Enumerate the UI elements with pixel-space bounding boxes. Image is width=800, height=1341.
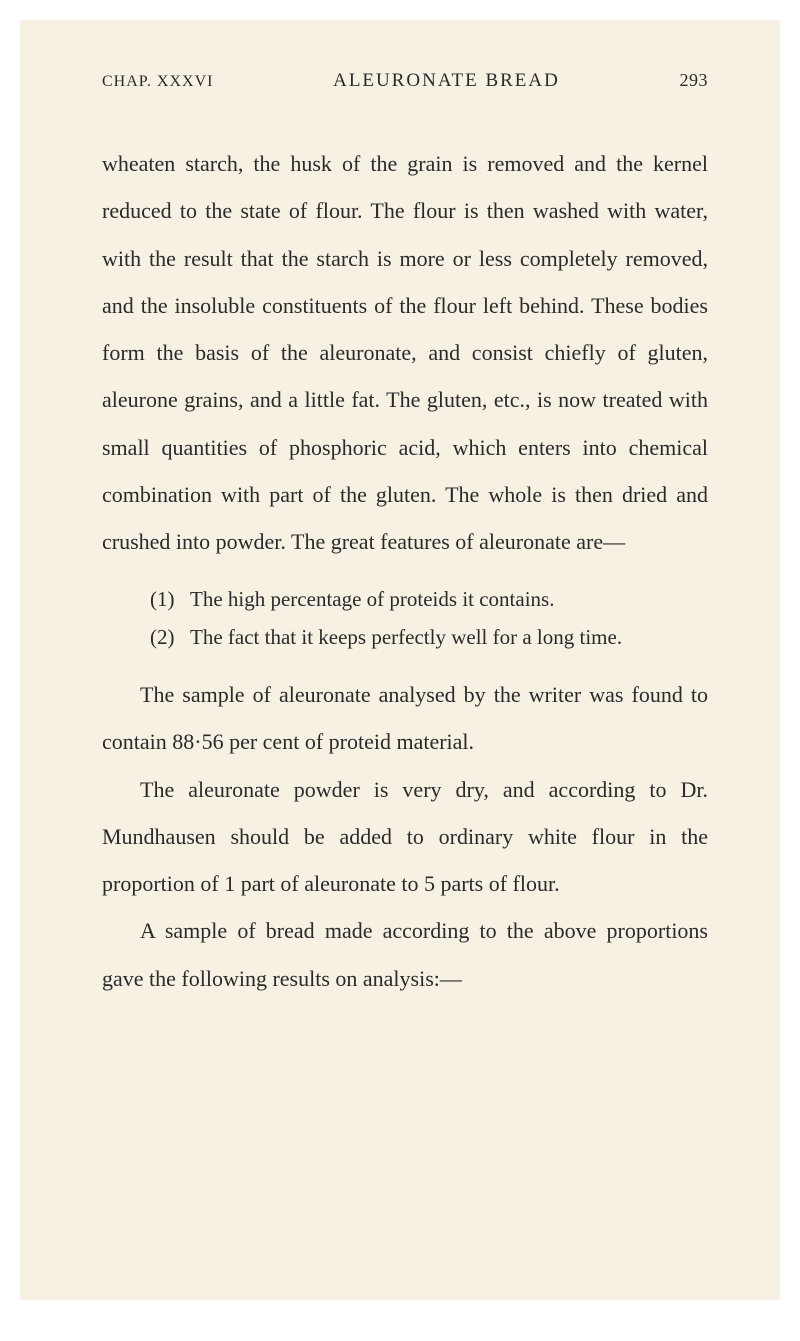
list-number: (1) xyxy=(150,582,190,617)
paragraph-3: The aleuronate powder is very dry, and a… xyxy=(102,766,708,908)
body-text: wheaten starch, the husk of the grain is… xyxy=(102,140,708,566)
book-page: CHAP. XXXVI ALEURONATE BREAD 293 wheaten… xyxy=(20,20,780,1300)
chapter-label: CHAP. XXXVI xyxy=(102,73,213,91)
list-item: (1) The high percentage of proteids it c… xyxy=(150,582,708,617)
list-number: (2) xyxy=(150,620,190,655)
paragraph-4: A sample of bread made according to the … xyxy=(102,907,708,1002)
list-text: The fact that it keeps perfectly well fo… xyxy=(190,620,708,655)
page-number: 293 xyxy=(679,70,708,91)
paragraph-1: wheaten starch, the husk of the grain is… xyxy=(102,140,708,566)
list-item: (2) The fact that it keeps perfectly wel… xyxy=(150,620,708,655)
page-header: CHAP. XXXVI ALEURONATE BREAD 293 xyxy=(102,70,708,92)
page-title: ALEURONATE BREAD xyxy=(333,70,560,92)
numbered-list: (1) The high percentage of proteids it c… xyxy=(150,582,708,655)
body-text: The sample of aleuronate analysed by the… xyxy=(102,671,708,1002)
list-text: The high percentage of proteids it conta… xyxy=(190,582,708,617)
paragraph-2: The sample of aleuronate analysed by the… xyxy=(102,671,708,766)
